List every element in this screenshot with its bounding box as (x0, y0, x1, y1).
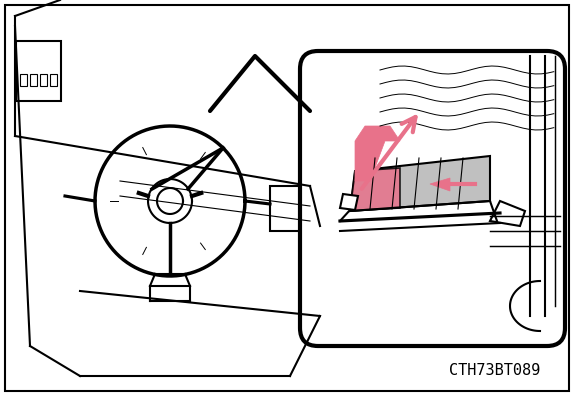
FancyBboxPatch shape (300, 51, 565, 346)
FancyBboxPatch shape (16, 41, 61, 101)
Polygon shape (350, 156, 490, 211)
Text: CTH73BT089: CTH73BT089 (449, 363, 540, 378)
Polygon shape (490, 201, 525, 226)
Polygon shape (350, 168, 400, 211)
Bar (20, 74, 27, 86)
Bar (30, 74, 37, 86)
Bar (270, 186, 320, 231)
Bar (50, 74, 57, 86)
Polygon shape (430, 178, 450, 191)
Polygon shape (355, 126, 400, 181)
Bar (40, 74, 47, 86)
FancyBboxPatch shape (5, 5, 569, 391)
Polygon shape (340, 194, 358, 210)
